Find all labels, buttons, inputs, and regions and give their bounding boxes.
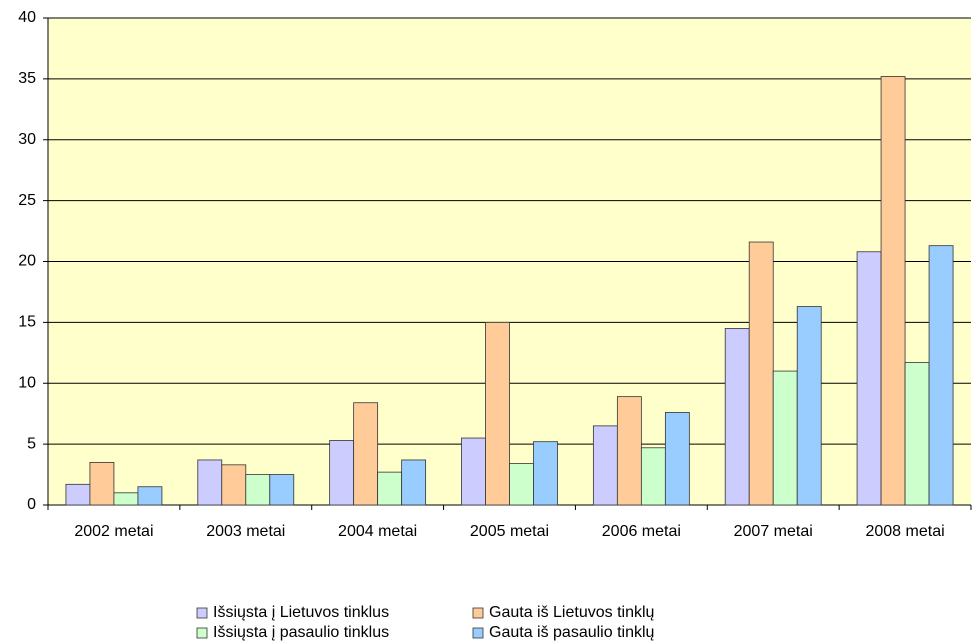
bar bbox=[796, 306, 822, 506]
y-tick-label: 30 bbox=[18, 131, 36, 148]
legend-swatch bbox=[472, 627, 484, 639]
bar bbox=[904, 362, 930, 506]
bar bbox=[856, 251, 882, 506]
bar bbox=[533, 441, 558, 506]
bar bbox=[880, 76, 906, 506]
bar bbox=[461, 437, 486, 506]
bar bbox=[245, 474, 271, 506]
bar bbox=[401, 459, 427, 506]
bar bbox=[640, 447, 666, 506]
y-tick-label: 5 bbox=[27, 435, 36, 452]
bar bbox=[772, 370, 798, 506]
y-tick-label: 35 bbox=[18, 70, 36, 87]
bar bbox=[377, 471, 403, 506]
bar bbox=[592, 425, 618, 506]
x-tick-label: 2002 metai bbox=[74, 523, 153, 540]
bar bbox=[113, 492, 139, 506]
bar bbox=[269, 474, 295, 506]
x-tick-label: 2005 metai bbox=[470, 523, 549, 540]
y-tick-label: 20 bbox=[18, 253, 36, 270]
bar bbox=[664, 412, 690, 506]
bar bbox=[748, 241, 774, 506]
y-tick-label: 10 bbox=[18, 374, 36, 391]
x-tick-label: 2008 metai bbox=[865, 523, 944, 540]
legend-swatch bbox=[196, 607, 208, 619]
bar bbox=[197, 459, 223, 506]
x-tick-label: 2007 metai bbox=[734, 523, 813, 540]
bar bbox=[89, 461, 115, 506]
legend-swatch bbox=[472, 607, 484, 619]
y-tick-label: 15 bbox=[18, 314, 36, 331]
y-tick-label: 0 bbox=[27, 496, 36, 513]
legend-label: Išsiųsta į pasaulio tinklus bbox=[213, 624, 389, 641]
bar bbox=[509, 463, 534, 506]
x-tick-label: 2004 metai bbox=[338, 523, 417, 540]
legend-label: Gauta iš Lietuvos tinklų bbox=[489, 604, 655, 621]
bar bbox=[221, 464, 247, 506]
x-tick-label: 2006 metai bbox=[602, 523, 681, 540]
bar bbox=[353, 402, 379, 506]
bar bbox=[485, 321, 510, 506]
bar bbox=[928, 245, 954, 506]
bar bbox=[329, 440, 355, 506]
bar bbox=[724, 328, 750, 506]
x-tick-label: 2003 metai bbox=[206, 523, 285, 540]
legend-label: Gauta iš pasaulio tinklų bbox=[489, 624, 655, 641]
legend-label: Išsiųsta į Lietuvos tinklus bbox=[213, 604, 389, 621]
legend-swatch bbox=[196, 627, 208, 639]
bar bbox=[616, 396, 642, 506]
bar bbox=[137, 486, 163, 506]
y-tick-label: 40 bbox=[18, 9, 36, 26]
bar bbox=[65, 483, 91, 506]
y-tick-label: 25 bbox=[18, 192, 36, 209]
